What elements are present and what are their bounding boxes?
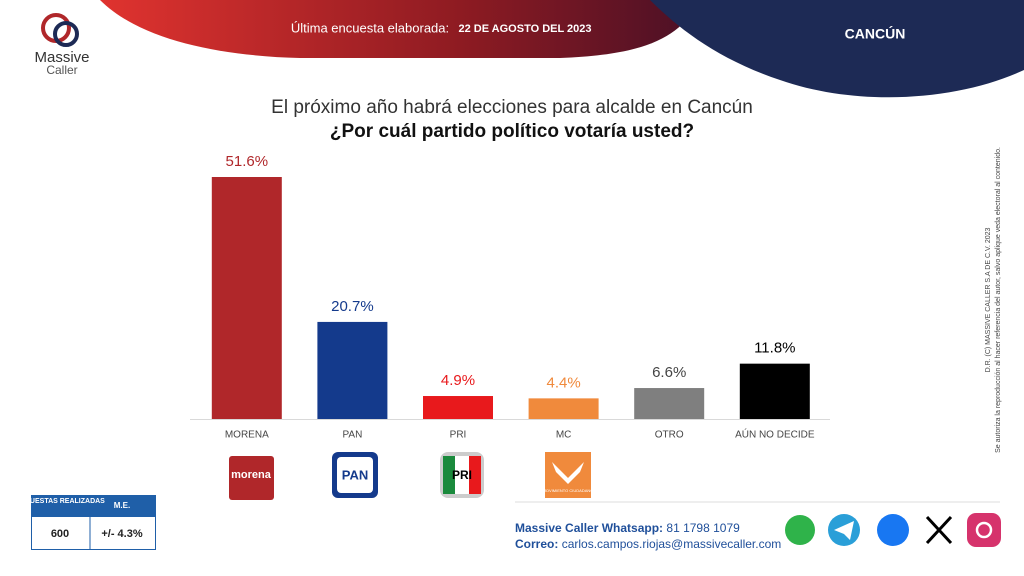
email-label: Correo: <box>515 537 558 551</box>
logo-text: Massive <box>34 49 89 66</box>
survey-date: 22 DE AGOSTO DEL 2023 <box>458 23 591 35</box>
value-label: 51.6% <box>226 153 269 170</box>
logo-text: Caller <box>46 63 77 77</box>
bar <box>317 321 388 419</box>
chart-title: El próximo año habrá elecciones para alc… <box>271 97 753 118</box>
location: CANCÚN <box>845 25 906 42</box>
x-tick-label: OTRO <box>655 430 684 441</box>
whatsapp-label: Massive Caller Whatsapp: <box>515 521 663 535</box>
x-tick-label: PRI <box>450 430 467 441</box>
value-label: 11.8% <box>754 340 795 357</box>
footer-email: Correo: carlos.campos.riojas@massivecall… <box>515 537 781 551</box>
disclaimer: Se autoriza la reproducción al hacer ref… <box>995 147 1002 453</box>
logo-pan: PAN <box>342 467 368 482</box>
value-label: 4.4% <box>546 374 580 391</box>
survey-table: ENCUESTAS REALIZADAS M.E. 600 +/- 4.3% <box>15 495 156 550</box>
x-tick-label: MORENA <box>225 430 269 441</box>
survey-label: Última encuesta elaborada: <box>291 20 449 35</box>
header-band <box>100 0 700 58</box>
table-cell: 600 <box>51 528 69 540</box>
chart-subtitle: ¿Por cuál partido político votaría usted… <box>330 121 694 142</box>
x-tick-label: AÚN NO DECIDE <box>735 428 815 441</box>
email: carlos.campos.riojas@massivecaller.com <box>562 537 782 551</box>
table-cell: +/- 4.3% <box>101 528 142 540</box>
footer-contact: Massive Caller Whatsapp: 81 1798 1079 <box>515 521 740 535</box>
value-label: 4.9% <box>441 372 475 389</box>
bar <box>634 388 705 419</box>
x-tick-label: MC <box>556 430 572 441</box>
whatsapp-number: 81 1798 1079 <box>666 521 740 535</box>
bar <box>423 396 493 419</box>
disclaimer: D.R. (C) MASSIVE CALLER S.A DE C.V. 2023 <box>985 227 992 372</box>
x-tick-label: PAN <box>342 430 362 441</box>
header-blue <box>650 0 1024 98</box>
logo-mc: MOVIMIENTO CIUDADANO <box>543 488 594 493</box>
whatsapp-icon[interactable] <box>785 515 815 545</box>
bar <box>739 363 810 419</box>
party-logos: morena PAN PRI MOVIMIENTO CIUDADANO <box>229 452 593 500</box>
facebook-icon[interactable] <box>877 514 909 546</box>
table-header: ENCUESTAS REALIZADAS <box>15 498 105 505</box>
logo-pri: PRI <box>452 468 472 482</box>
table-header: M.E. <box>114 501 130 510</box>
bar <box>211 177 282 419</box>
social-icons <box>785 513 1001 547</box>
bar <box>528 398 599 419</box>
logo-morena: morena <box>231 469 272 481</box>
value-label: 6.6% <box>652 364 686 381</box>
brand-logo: Massive Caller <box>34 13 90 77</box>
value-label: 20.7% <box>331 298 374 315</box>
instagram-icon[interactable] <box>967 513 1001 547</box>
